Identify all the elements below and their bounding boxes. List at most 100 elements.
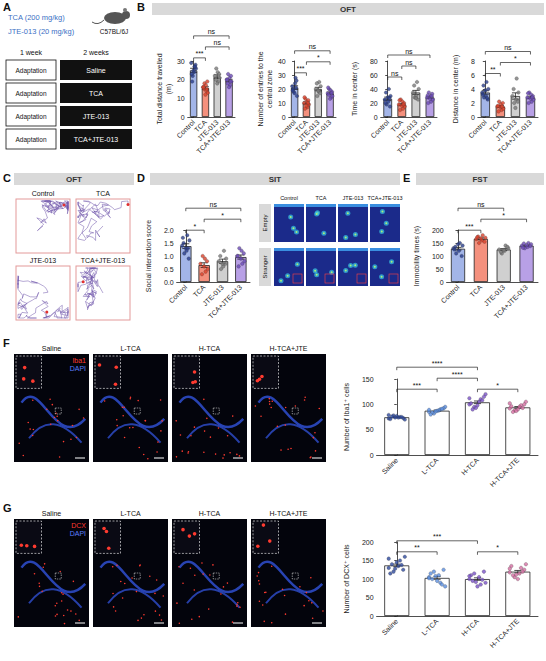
svg-text:Control: Control [167, 283, 188, 304]
svg-text:ns: ns [405, 59, 413, 66]
svg-text:ns: ns [405, 48, 413, 55]
svg-text:TCA: TCA [316, 195, 327, 201]
svg-text:4: 4 [471, 86, 475, 93]
svg-text:Control: Control [369, 118, 390, 139]
svg-text:H-TCA: H-TCA [460, 617, 480, 637]
svg-text:1.0: 1.0 [164, 253, 174, 260]
svg-text:ns: ns [208, 28, 216, 35]
svg-text:H-TCA+JTE: H-TCA+JTE [489, 456, 521, 488]
svg-text:Time in center (s): Time in center (s) [351, 62, 359, 116]
svg-text:0: 0 [282, 114, 286, 121]
svg-text:ns: ns [477, 201, 485, 208]
svg-text:0: 0 [370, 452, 374, 459]
svg-text:150: 150 [362, 376, 374, 383]
svg-text:TCA+JTE-013: TCA+JTE-013 [207, 283, 243, 319]
svg-text:E: E [403, 172, 410, 184]
svg-text:Control: Control [467, 118, 488, 139]
svg-text:L-TCA: L-TCA [120, 510, 141, 517]
svg-text:H-TCA: H-TCA [199, 345, 221, 352]
svg-text:40: 40 [278, 58, 286, 65]
svg-text:Iba1: Iba1 [72, 357, 86, 364]
svg-text:TCA+JTE-013: TCA+JTE-013 [81, 257, 126, 264]
svg-text:*: * [514, 55, 517, 62]
svg-text:****: **** [452, 371, 463, 378]
svg-text:20: 20 [370, 100, 378, 107]
svg-text:JTE-013 (20 mg/kg): JTE-013 (20 mg/kg) [8, 27, 75, 36]
svg-text:Saline: Saline [42, 510, 62, 517]
svg-text:***: *** [413, 382, 421, 389]
svg-text:central zone: central zone [266, 70, 273, 108]
svg-text:A: A [3, 1, 11, 13]
svg-text:JTE-013: JTE-013 [343, 195, 364, 201]
svg-text:Saline: Saline [381, 617, 400, 636]
svg-text:L-TCA: L-TCA [420, 617, 439, 636]
svg-text:F: F [3, 337, 10, 349]
svg-text:(m): (m) [165, 84, 173, 95]
svg-text:0.0: 0.0 [164, 279, 174, 286]
svg-text:***: *** [465, 223, 473, 230]
svg-text:0: 0 [440, 279, 444, 286]
svg-text:H-TCA: H-TCA [460, 456, 480, 476]
svg-text:DAPI: DAPI [70, 530, 86, 537]
svg-text:TCA+JTE-013: TCA+JTE-013 [497, 118, 533, 154]
svg-text:B: B [137, 1, 145, 13]
svg-text:0: 0 [181, 114, 185, 121]
svg-text:50: 50 [366, 594, 374, 601]
svg-text:20: 20 [177, 76, 185, 83]
svg-text:JTE-013: JTE-013 [83, 113, 110, 120]
svg-text:Control: Control [440, 283, 461, 304]
svg-text:Adaptation: Adaptation [15, 113, 46, 121]
svg-text:*: * [194, 223, 197, 230]
svg-text:TCA (200 mg/kg): TCA (200 mg/kg) [8, 13, 65, 22]
svg-text:Saline: Saline [86, 67, 106, 74]
svg-text:0: 0 [370, 613, 374, 620]
svg-text:100: 100 [362, 401, 374, 408]
svg-text:Adaptation: Adaptation [15, 136, 46, 144]
svg-text:ns: ns [391, 70, 399, 77]
svg-text:***: *** [433, 533, 441, 540]
svg-text:FST: FST [472, 175, 487, 184]
svg-text:H-TCA+JTE: H-TCA+JTE [270, 345, 308, 352]
svg-text:JTE-013: JTE-013 [30, 257, 57, 264]
svg-text:TCA+JTE-013: TCA+JTE-013 [195, 118, 231, 154]
svg-text:****: **** [432, 360, 443, 367]
svg-text:50: 50 [436, 266, 444, 273]
svg-text:TCA+JTE-013: TCA+JTE-013 [74, 136, 119, 143]
svg-text:L-TCA: L-TCA [120, 345, 141, 352]
svg-text:**: ** [414, 544, 420, 551]
svg-text:C57BL/6J: C57BL/6J [100, 28, 129, 35]
svg-text:150: 150 [432, 240, 444, 247]
svg-text:OFT: OFT [66, 175, 82, 184]
svg-text:Immobility times (s): Immobility times (s) [413, 226, 421, 286]
svg-text:TCA: TCA [89, 90, 103, 97]
svg-text:150: 150 [362, 557, 374, 564]
svg-text:40: 40 [370, 86, 378, 93]
svg-text:G: G [3, 502, 12, 514]
svg-text:ns: ns [309, 43, 317, 50]
svg-text:TCA+JTE-013: TCA+JTE-013 [296, 118, 332, 154]
svg-text:ns: ns [504, 44, 512, 51]
svg-text:Control: Control [32, 190, 55, 197]
svg-text:SIT: SIT [269, 175, 282, 184]
svg-text:TCA: TCA [96, 190, 110, 197]
svg-text:Saline: Saline [42, 345, 62, 352]
svg-text:ns: ns [214, 39, 222, 46]
svg-text:OFT: OFT [340, 5, 356, 14]
svg-text:*: * [221, 212, 224, 219]
svg-text:1 week: 1 week [20, 49, 43, 56]
svg-text:0.5: 0.5 [164, 266, 174, 273]
svg-text:TCA: TCA [192, 283, 207, 298]
svg-text:Number of entries to the: Number of entries to the [257, 51, 264, 126]
svg-text:0: 0 [374, 114, 378, 121]
svg-text:Empty: Empty [262, 214, 268, 231]
svg-text:0: 0 [471, 114, 475, 121]
svg-text:Stranger: Stranger [262, 255, 268, 278]
svg-text:H-TCA+JTE: H-TCA+JTE [270, 510, 308, 517]
svg-text:10: 10 [177, 95, 185, 102]
svg-text:Distance in center (m): Distance in center (m) [452, 55, 460, 123]
svg-text:Control: Control [280, 195, 298, 201]
svg-text:10: 10 [278, 100, 286, 107]
svg-text:*: * [496, 382, 499, 389]
svg-text:100: 100 [432, 253, 444, 260]
svg-text:C: C [3, 172, 11, 184]
